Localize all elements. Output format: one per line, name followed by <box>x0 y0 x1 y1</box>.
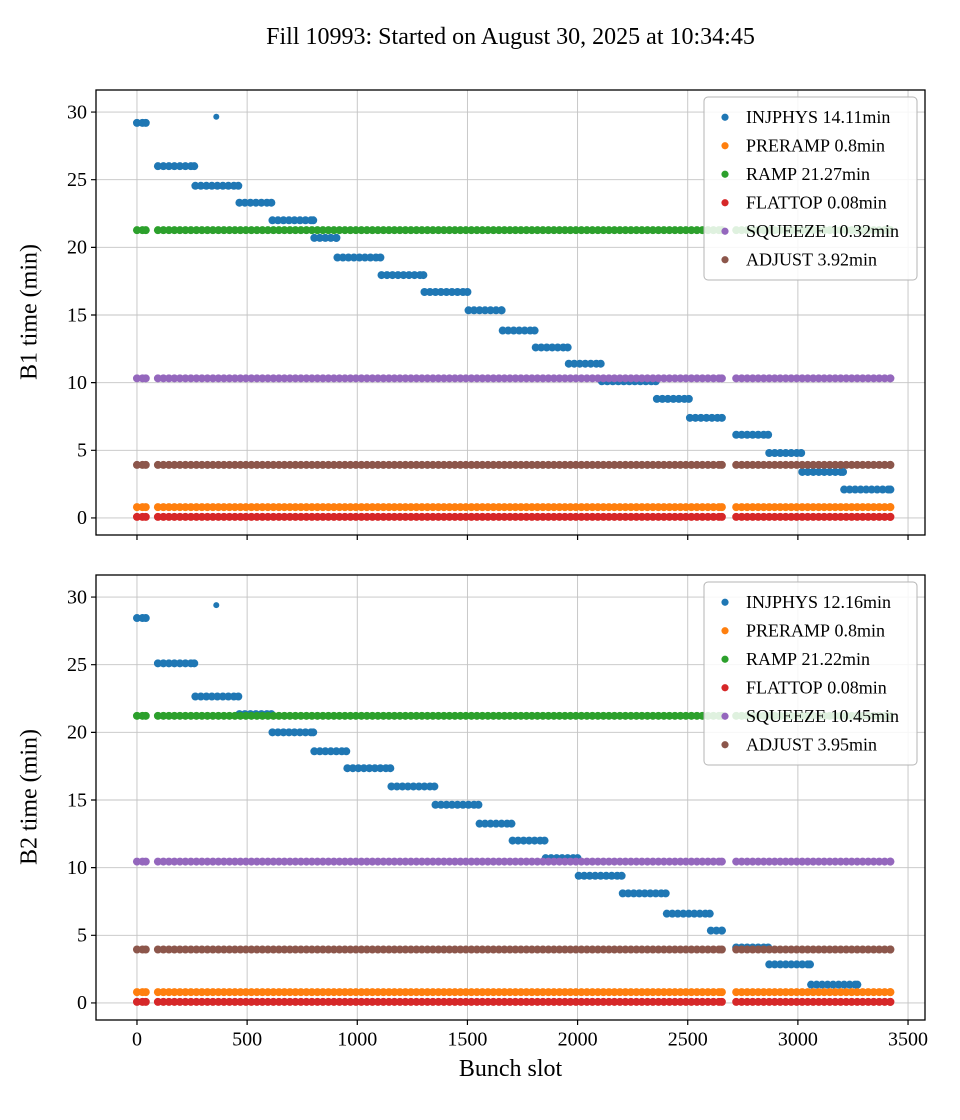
chart-title: Fill 10993: Started on August 30, 2025 a… <box>266 24 755 50</box>
y-axis-label-b2: B2 time (min) <box>16 729 43 865</box>
y-axis-label-b1: B1 time (min) <box>16 244 43 380</box>
x-axis-label: Bunch slot <box>458 1056 563 1082</box>
